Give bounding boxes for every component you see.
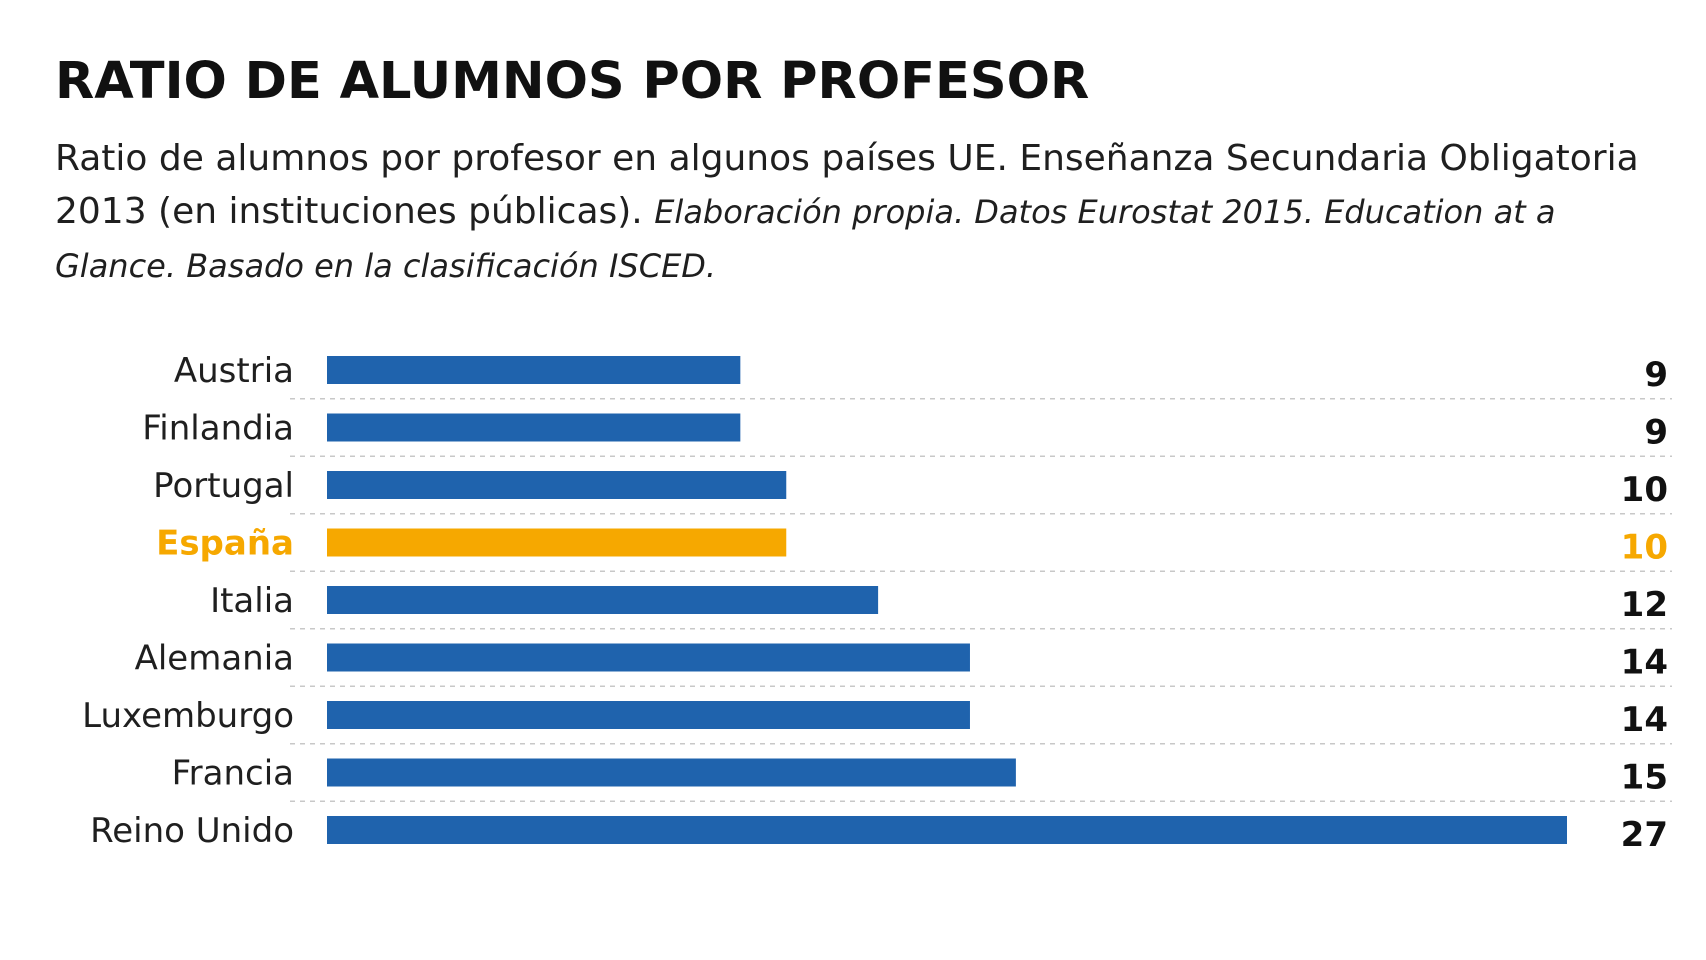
bar-portugal	[327, 471, 787, 499]
bar-alemania	[327, 643, 970, 672]
bar-luxemburgo	[327, 701, 970, 729]
category-label-portugal: Portugal	[153, 466, 294, 506]
value-label-reino-unido: 27	[1621, 815, 1668, 855]
subtitle-text: Ratio de alumnos por profesor en algunos…	[55, 138, 1639, 232]
category-label-reino-unido: Reino Unido	[90, 811, 294, 851]
category-label-italia: Italia	[210, 581, 294, 621]
value-label-espana: 10	[1621, 528, 1668, 568]
chart-subtitle: Ratio de alumnos por profesor en algunos…	[55, 132, 1675, 293]
value-label-alemania: 14	[1621, 643, 1668, 683]
value-label-francia: 15	[1621, 758, 1668, 798]
category-label-finlandia: Finlandia	[142, 409, 294, 449]
source-note: Elaboración propia. Datos Eurostat 2015.…	[55, 193, 1556, 285]
chart-title: RATIO DE ALUMNOS POR PROFESOR	[55, 52, 1090, 111]
bar-francia	[327, 758, 1016, 787]
category-label-francia: Francia	[172, 754, 294, 794]
value-label-luxemburgo: 14	[1621, 700, 1668, 740]
value-label-italia: 12	[1621, 585, 1668, 625]
bar-espana	[327, 528, 787, 557]
bar-austria	[327, 356, 741, 384]
value-label-portugal: 10	[1621, 470, 1668, 510]
bar-reino-unido	[327, 816, 1567, 844]
bar-italia	[327, 586, 879, 614]
value-label-austria: 9	[1644, 355, 1668, 395]
bar-finlandia	[327, 413, 741, 442]
category-label-alemania: Alemania	[135, 639, 294, 679]
value-label-finlandia: 9	[1644, 413, 1668, 453]
category-label-austria: Austria	[174, 351, 294, 391]
category-label-espana: España	[156, 524, 294, 564]
category-label-luxemburgo: Luxemburgo	[82, 696, 294, 736]
